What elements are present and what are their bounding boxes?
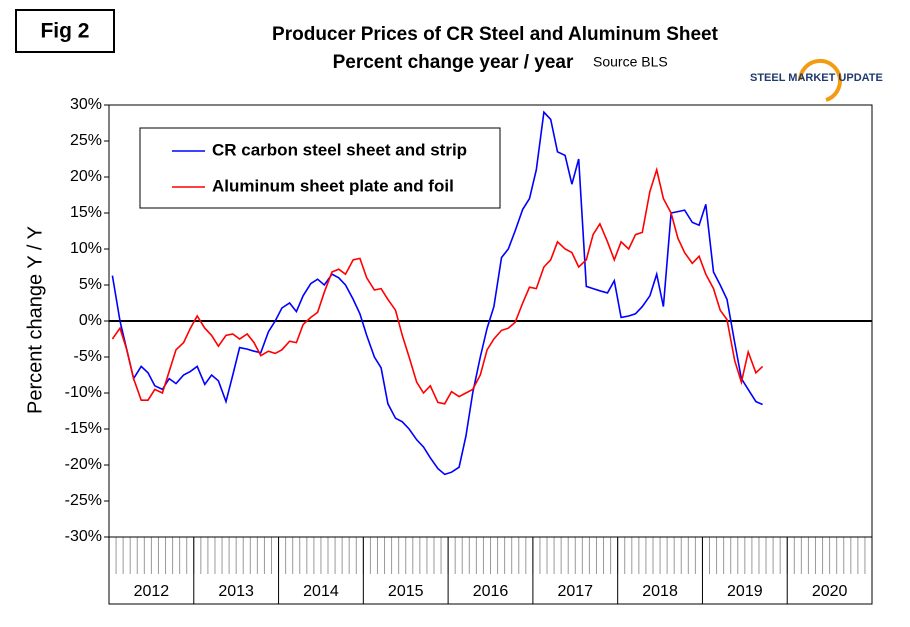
chart-subtitle: Percent change year / year xyxy=(333,52,574,73)
x-tick-label: 2016 xyxy=(473,583,509,600)
fig-label: Fig 2 xyxy=(40,20,89,43)
x-tick-label: 2013 xyxy=(218,583,254,600)
x-tick-label: 2012 xyxy=(134,583,170,600)
x-tick-label: 2015 xyxy=(388,583,424,600)
series-line xyxy=(111,110,763,476)
y-tick-label: 30% xyxy=(70,96,102,113)
legend-label: Aluminum sheet plate and foil xyxy=(212,176,454,195)
x-tick-label: 2018 xyxy=(642,583,678,600)
x-tick-label: 2017 xyxy=(557,583,593,600)
y-tick-label: -25% xyxy=(65,492,102,509)
fig-box xyxy=(15,9,115,53)
x-tick-label: 2020 xyxy=(812,583,848,600)
logo-swoosh xyxy=(798,58,842,102)
y-tick-label: -20% xyxy=(65,456,102,473)
x-axis-frame xyxy=(108,536,873,605)
y-tick-label: -30% xyxy=(65,528,102,545)
y-tick-label: 10% xyxy=(70,240,102,257)
x-tick-label: 2014 xyxy=(303,583,339,600)
y-tick-label: 25% xyxy=(70,132,102,149)
y-axis-label: Percent change Y / Y xyxy=(24,226,46,414)
y-tick-label: 5% xyxy=(79,276,102,293)
y-tick-label: 0% xyxy=(79,312,102,329)
chart-title: Producer Prices of CR Steel and Aluminum… xyxy=(272,24,719,45)
logo: STEEL MARKET UPDATE xyxy=(750,72,883,84)
series-line xyxy=(111,166,764,405)
y-tick-label: -5% xyxy=(74,348,102,365)
y-tick-label: 15% xyxy=(70,204,102,221)
x-tick-label: 2019 xyxy=(727,583,763,600)
legend-label: CR carbon steel sheet and strip xyxy=(212,140,467,159)
y-tick-label: 20% xyxy=(70,168,102,185)
y-tick-label: -10% xyxy=(65,384,102,401)
y-tick-label: -15% xyxy=(65,420,102,437)
source-note: Source BLS xyxy=(593,54,668,70)
legend-box xyxy=(139,127,501,209)
